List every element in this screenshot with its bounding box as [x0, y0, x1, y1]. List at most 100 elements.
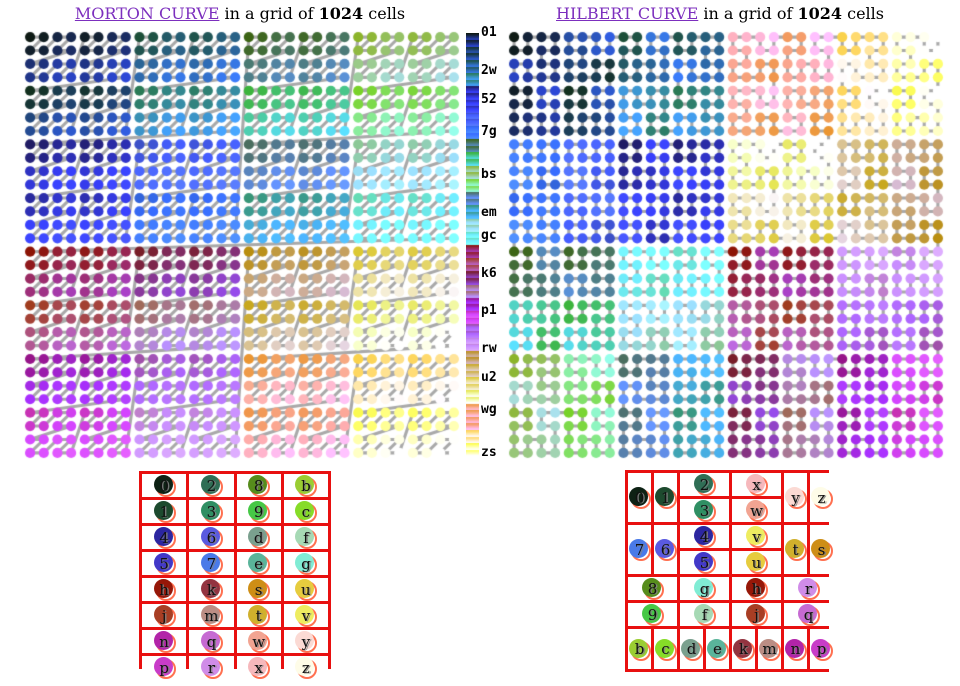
marker-dot-icon [295, 657, 315, 676]
hilbert-table-cell-2: 2 [680, 473, 729, 496]
marker-char-label: 5 [699, 553, 710, 572]
marker-char-label: k [206, 580, 216, 599]
legend-tick-2w: 2w [481, 63, 497, 79]
marker-char-label: m [762, 640, 777, 658]
char-marker-8: 8 [247, 474, 271, 497]
char-marker-9: 9 [247, 500, 271, 523]
marker-char-label: e [713, 640, 722, 658]
morton-table-cell-f: f [283, 526, 328, 549]
marker-char-label: t [255, 606, 262, 625]
morton-table-cell-c: c [283, 500, 328, 523]
hilbert-table-cell-h: h [732, 577, 781, 600]
marker-char-label: 3 [699, 501, 710, 520]
char-marker-h: h [745, 577, 768, 600]
legend-tick-bs: bs [481, 167, 497, 183]
marker-dot-icon [200, 657, 220, 676]
marker-char-label: b [634, 640, 645, 658]
marker-char-label: q [206, 632, 217, 651]
marker-char-label: f [303, 528, 309, 547]
marker-dot-icon [629, 638, 648, 658]
legend-tick-rw: rw [481, 340, 497, 356]
marker-dot-icon [629, 539, 648, 558]
char-marker-0: 0 [628, 486, 651, 509]
marker-dot-icon [200, 501, 220, 520]
marker-dot-icon [295, 475, 315, 494]
morton-table-cell-q: q [189, 630, 234, 653]
marker-char-label: v [752, 527, 761, 546]
char-marker-q: q [797, 603, 820, 626]
marker-dot-icon [295, 631, 315, 650]
marker-dot-icon [295, 501, 315, 520]
char-marker-e: e [247, 552, 271, 575]
marker-dot-icon [655, 487, 674, 506]
char-marker-z: z [294, 656, 318, 679]
char-marker-f: f [693, 603, 716, 626]
marker-char-label: 6 [206, 528, 217, 547]
marker-dot-icon [200, 631, 220, 650]
char-marker-3: 3 [693, 499, 716, 522]
morton-char-table: 0 2 8 b 1 3 9 c 4 6 d f 5 7 e g h k s u j m t v n q w y p r x z [139, 471, 331, 679]
marker-char-label: 3 [206, 502, 217, 521]
marker-char-label: w [252, 632, 266, 651]
marker-dot-icon [642, 604, 661, 623]
marker-dot-icon [153, 475, 173, 494]
hilbert-title-tail: cells [842, 4, 884, 23]
marker-dot-icon [785, 487, 804, 506]
marker-dot-icon [746, 552, 765, 571]
marker-dot-icon [153, 501, 173, 520]
char-marker-4: 4 [153, 526, 176, 549]
morton-title-mid: in a grid of [219, 4, 319, 23]
marker-dot-icon [694, 552, 713, 571]
morton-table-cell-e: e [236, 552, 281, 575]
hilbert-table-cell-8: 8 [628, 577, 677, 600]
marker-char-label: v [301, 606, 311, 625]
char-marker-u: u [294, 578, 318, 601]
char-marker-d: d [680, 638, 703, 661]
char-marker-4: 4 [693, 525, 716, 548]
morton-table-cell-w: w [236, 630, 281, 653]
morton-table-cell-3: 3 [189, 500, 234, 523]
char-marker-g: g [693, 577, 716, 600]
marker-char-label: 7 [634, 540, 645, 559]
char-marker-h: h [153, 578, 176, 601]
marker-char-label: k [738, 640, 749, 658]
marker-dot-icon [153, 605, 173, 624]
char-marker-w: w [247, 630, 271, 653]
marker-char-label: u [301, 580, 311, 599]
marker-dot-icon [248, 553, 268, 572]
marker-char-label: g [699, 579, 710, 598]
marker-dot-icon [746, 604, 765, 623]
char-marker-r: r [797, 577, 820, 600]
legend-tick-wg: wg [481, 401, 497, 417]
morton-table-cell-8: 8 [236, 474, 281, 497]
marker-char-label: 4 [159, 528, 169, 547]
char-marker-p: p [153, 656, 176, 679]
marker-dot-icon [694, 604, 713, 623]
marker-char-label: 8 [647, 579, 658, 598]
hilbert-table-cell-p: p [810, 629, 833, 669]
char-marker-t: t [784, 538, 807, 561]
char-marker-c: c [294, 500, 318, 523]
morton-title-tail: cells [363, 4, 406, 23]
hilbert-table-cell-j: j [732, 603, 781, 626]
char-marker-x: x [745, 473, 768, 496]
morton-table-cell-y: y [283, 630, 328, 653]
char-marker-k: k [200, 578, 223, 601]
hilbert-table-cell-m: m [758, 629, 781, 669]
hilbert-table-cell-w: w [732, 499, 781, 522]
char-marker-v: v [745, 525, 768, 548]
morton-curve-link[interactable]: MORTON CURVE [74, 4, 220, 23]
morton-table-cell-j: j [142, 604, 187, 627]
marker-char-label: 7 [206, 554, 217, 573]
hilbert-table-cell-4: 4 [680, 525, 729, 548]
marker-char-label: c [301, 502, 311, 521]
morton-table-cell-k: k [189, 578, 234, 601]
hilbert-table-cell-1: 1 [654, 473, 677, 522]
marker-char-label: 8 [253, 476, 264, 495]
char-marker-m: m [758, 638, 781, 661]
char-marker-q: q [200, 630, 223, 653]
marker-char-label: q [803, 605, 814, 624]
morton-table-cell-u: u [283, 578, 328, 601]
marker-char-label: 9 [253, 502, 264, 521]
hilbert-curve-link[interactable]: HILBERT CURVE [556, 4, 699, 23]
